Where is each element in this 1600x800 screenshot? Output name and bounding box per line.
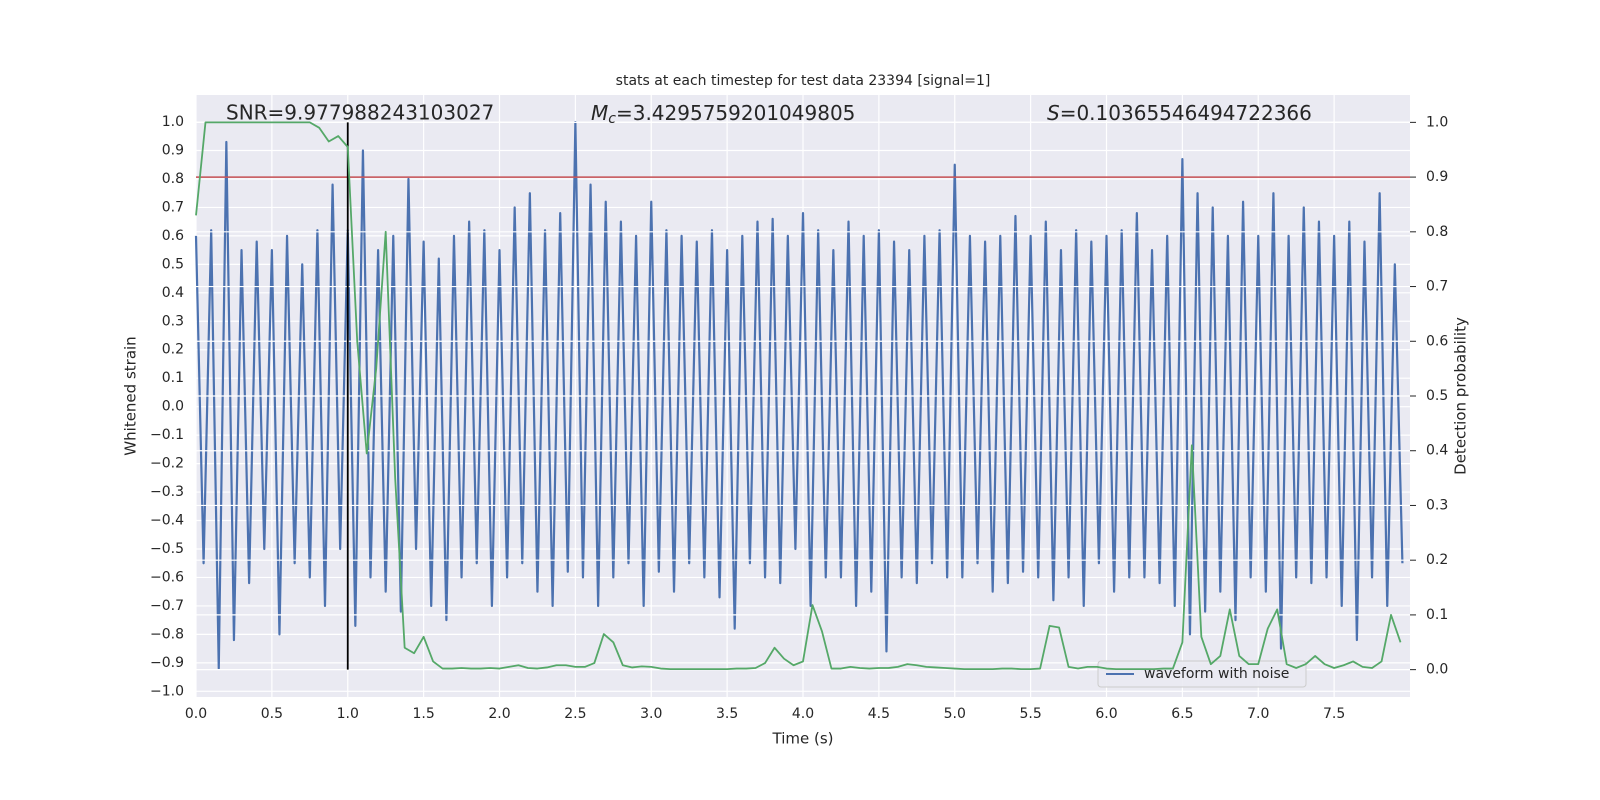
x-tick-label: 7.5	[1323, 706, 1345, 722]
x-tick-label: 1.0	[337, 706, 359, 722]
annotation: S=0.10365546494722366	[1047, 101, 1312, 125]
y2-tick-label: 0.8	[1426, 224, 1448, 240]
annotation-symbol: S	[1047, 101, 1060, 125]
x-tick-label: 0.5	[261, 706, 283, 722]
legend-layer: waveform with noise	[1097, 660, 1307, 688]
y-tick-label: −0.1	[150, 427, 184, 443]
annotation-subscript: c	[608, 111, 616, 127]
chart-title: stats at each timestep for test data 233…	[616, 73, 991, 89]
y2-tick-label: 0.9	[1426, 169, 1448, 185]
y-tick-label: 0.4	[162, 285, 184, 301]
y-tick-label: 0.5	[162, 256, 184, 272]
y2-tick-label: 0.4	[1426, 443, 1448, 459]
y-tick-label: −0.8	[150, 626, 184, 642]
y-tick-label: 0.9	[162, 143, 184, 159]
y-axis-label: Whitened strain	[122, 336, 140, 455]
over-layer	[196, 121, 1410, 671]
x-tick-label: 3.5	[716, 706, 738, 722]
y2-tick-label: 0.2	[1426, 552, 1448, 568]
x-tick-label: 5.5	[1019, 706, 1041, 722]
x-tick-label: 7.0	[1247, 706, 1269, 722]
y-tick-label: 1.0	[162, 114, 184, 130]
x-tick-label: 6.5	[1171, 706, 1193, 722]
y2-tick-label: 0.1	[1426, 607, 1448, 623]
x-tick-label: 3.0	[640, 706, 662, 722]
x-axis-label: Time (s)	[772, 730, 834, 748]
x-tick-label: 2.0	[488, 706, 510, 722]
y-tick-label: 0.0	[162, 399, 184, 415]
legend-label: waveform with noise	[1144, 666, 1289, 682]
y-tick-label: −0.3	[150, 484, 184, 500]
x-tick-label: 1.5	[412, 706, 434, 722]
y-tick-label: 0.1	[162, 370, 184, 386]
x-tick-label: 6.0	[1095, 706, 1117, 722]
data-layer	[194, 120, 1404, 670]
y-tick-label: 0.2	[162, 342, 184, 358]
y-tick-label: −0.6	[150, 569, 184, 585]
y-tick-label: −0.4	[150, 513, 184, 529]
series-line	[194, 120, 1404, 670]
x-tick-label: 5.0	[944, 706, 966, 722]
series-line	[195, 121, 1402, 670]
y-tick-label: 0.3	[162, 313, 184, 329]
y2-axis-label: Detection probability	[1452, 317, 1470, 475]
annotation: Mc=3.4295759201049805	[591, 101, 855, 128]
annotation-value: =3.4295759201049805	[616, 101, 855, 125]
y-tick-label: −0.5	[150, 541, 184, 557]
y2-tick-label: 0.6	[1426, 333, 1448, 349]
y-tick-label: 0.7	[162, 199, 184, 215]
x-tick-label: 4.0	[792, 706, 814, 722]
y2-tick-label: 0.5	[1426, 388, 1448, 404]
x-tick-label: 0.0	[185, 706, 207, 722]
y2-tick-label: 0.7	[1426, 279, 1448, 295]
legend-box	[1097, 660, 1307, 688]
annotation-symbol: M	[591, 101, 608, 125]
annotation: SNR=9.977988243103027	[226, 101, 494, 125]
y-tick-label: 0.8	[162, 171, 184, 187]
x-tick-label: 4.5	[868, 706, 890, 722]
y-tick-label: −0.9	[150, 655, 184, 671]
x-tick-label: 2.5	[564, 706, 586, 722]
y-tick-label: −0.2	[150, 456, 184, 472]
y-tick-label: 0.6	[162, 228, 184, 244]
annotation-value: =0.10365546494722366	[1060, 101, 1312, 125]
y2-tick-label: 0.0	[1426, 662, 1448, 678]
y-tick-label: −1.0	[150, 683, 184, 699]
y-tick-label: −0.7	[150, 598, 184, 614]
y2-tick-label: 0.3	[1426, 497, 1448, 513]
y2-tick-label: 1.0	[1426, 114, 1448, 130]
